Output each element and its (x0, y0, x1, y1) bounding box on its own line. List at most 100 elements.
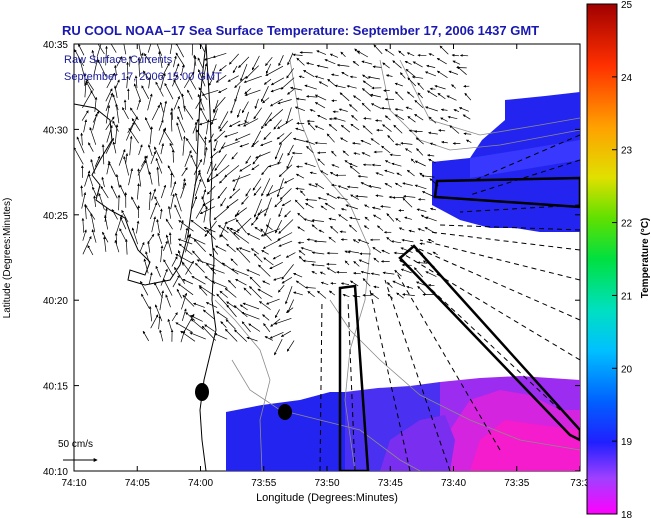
current-vector (270, 87, 282, 93)
current-vector (144, 117, 152, 130)
current-vector (177, 105, 184, 120)
current-vector (199, 118, 217, 126)
current-vector (204, 136, 207, 156)
current-vector (171, 312, 178, 322)
current-vector (328, 124, 338, 132)
current-vector (405, 106, 413, 110)
colorbar-tick-label: 23 (621, 146, 633, 157)
current-vector (384, 160, 391, 164)
current-vector (125, 121, 135, 141)
current-vector (246, 336, 258, 342)
current-vector (214, 333, 228, 340)
current-vector (143, 258, 149, 274)
current-vector (167, 318, 172, 331)
current-vector (215, 164, 230, 177)
current-vector (219, 176, 227, 184)
current-vector (149, 126, 153, 145)
current-vector (123, 155, 130, 176)
current-vector (281, 264, 294, 280)
current-vector (245, 155, 252, 164)
current-vector (90, 212, 96, 233)
current-vector (114, 124, 119, 145)
current-vector (318, 81, 329, 87)
current-vector (226, 226, 240, 240)
current-vector (368, 184, 382, 189)
current-vector (398, 227, 405, 231)
current-vector (326, 193, 337, 200)
current-vector (362, 125, 373, 135)
current-vector (428, 53, 435, 56)
current-vector (361, 60, 373, 65)
current-vector (305, 198, 317, 202)
current-vector (105, 88, 113, 102)
current-vector (392, 280, 405, 287)
current-vector (81, 110, 89, 121)
current-vector (242, 302, 260, 310)
current-vector (163, 129, 174, 146)
current-vector (239, 304, 248, 311)
current-vector (414, 114, 424, 121)
current-vector (316, 64, 329, 69)
current-vector (363, 117, 372, 120)
current-vector (197, 69, 206, 87)
current-vector (346, 85, 357, 89)
current-vector (217, 186, 227, 199)
current-vector (218, 225, 229, 234)
current-vector (421, 174, 435, 178)
current-vector (118, 149, 126, 166)
current-vector (255, 151, 271, 159)
transect-box-southeast (398, 244, 580, 442)
current-vector (201, 325, 216, 341)
current-vector (224, 218, 237, 224)
current-vector (394, 108, 404, 111)
current-vector (384, 48, 395, 56)
site-marker-2 (278, 404, 292, 420)
current-vector (101, 144, 105, 165)
current-vector (173, 79, 183, 97)
current-vector (188, 76, 197, 90)
current-vector (100, 185, 109, 199)
current-vector (206, 229, 216, 240)
current-vector (178, 220, 194, 232)
current-vector (238, 56, 250, 69)
current-vector (252, 130, 262, 146)
current-vector (262, 280, 270, 285)
y-tick-label: 40:20 (43, 296, 68, 307)
current-vector (171, 149, 175, 163)
current-vector (400, 247, 413, 253)
current-vector (453, 109, 460, 113)
current-vector (295, 127, 305, 132)
current-vector (352, 61, 360, 66)
current-vector (128, 127, 139, 144)
current-vector (330, 282, 337, 285)
y-tick-label: 40:35 (43, 40, 68, 51)
current-vector (337, 185, 349, 190)
current-vector (286, 68, 294, 79)
current-vector (202, 198, 214, 207)
current-vector (273, 277, 282, 281)
current-vector (279, 188, 292, 200)
current-vector (262, 239, 281, 249)
current-vector (226, 243, 236, 253)
current-vector (284, 210, 291, 218)
current-vector (106, 124, 113, 143)
current-vector (226, 304, 237, 318)
current-vector (226, 199, 239, 209)
current-vector (203, 206, 208, 223)
current-vector (196, 129, 207, 145)
current-vector (407, 77, 417, 87)
current-vector (125, 238, 128, 255)
colorbar-tick-label: 21 (621, 291, 633, 302)
current-vector (437, 93, 446, 100)
current-vector (413, 267, 423, 278)
current-vector (296, 57, 305, 66)
current-vector (331, 164, 340, 168)
current-vector (353, 95, 361, 101)
current-vector (406, 169, 415, 177)
current-vector (110, 44, 117, 53)
current-vector (320, 281, 329, 286)
current-vector (154, 146, 163, 164)
current-vector (149, 202, 158, 220)
current-vector (395, 91, 404, 101)
current-vector (251, 55, 260, 71)
